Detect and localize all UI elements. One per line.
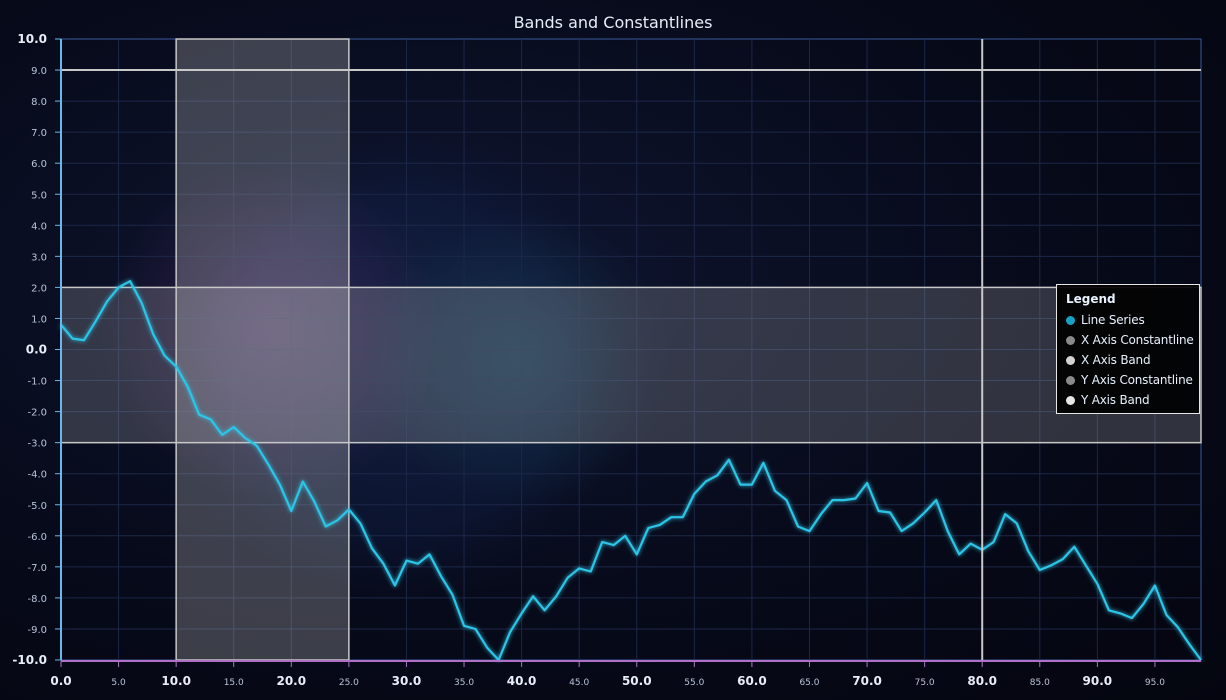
y-tick-label: -2.0	[27, 408, 47, 419]
y-tick-label: 9.0	[31, 66, 47, 77]
background-glow-pink	[100, 160, 440, 500]
x-tick-label: 25.0	[339, 678, 359, 688]
x-tick-label: 0.0	[50, 674, 71, 688]
y-tick-label: -6.0	[27, 532, 47, 543]
x-axis-ticks: 0.0 5.0 10.0 15.0 20.0 25.0 30.0 35.0 40.0 45.0 50…	[50, 661, 1165, 688]
legend-item-y-axis-constantline[interactable]: Y Axis Constantline	[1066, 370, 1193, 390]
constantlines	[61, 39, 1201, 660]
x-tick-label: 50.0	[622, 674, 652, 688]
x-tick-label: 95.0	[1145, 678, 1165, 688]
x-tick-label: 70.0	[852, 674, 882, 688]
x-tick-label: 35.0	[454, 678, 474, 688]
legend-item-line-series[interactable]: Line Series	[1066, 310, 1190, 330]
legend-item-x-axis-band[interactable]: X Axis Band	[1066, 350, 1190, 370]
legend-dot-icon	[1066, 335, 1075, 345]
legend-label: Y Axis Constantline	[1081, 373, 1193, 387]
bands	[60, 38, 1202, 661]
y-tick-label: -8.0	[27, 594, 47, 605]
x-tick-label: 75.0	[915, 678, 935, 688]
x-tick-label: 90.0	[1083, 674, 1113, 688]
y-axis-band	[60, 286, 1202, 444]
legend-label: Line Series	[1081, 313, 1145, 327]
y-tick-label: 1.0	[31, 314, 47, 325]
x-tick-label: 60.0	[737, 674, 767, 688]
legend: Legend Line Series X Axis Constantline X…	[1056, 284, 1200, 414]
x-tick-label: 40.0	[507, 674, 537, 688]
legend-label: X Axis Band	[1081, 353, 1151, 367]
x-tick-label: 80.0	[967, 674, 997, 688]
y-tick-label: 10.0	[17, 32, 47, 46]
line-series	[60, 280, 1202, 662]
x-tick-label: 5.0	[111, 678, 126, 688]
legend-title: Legend	[1066, 292, 1116, 306]
y-tick-label: 5.0	[31, 190, 47, 201]
y-tick-label: 4.0	[31, 221, 47, 232]
legend-dot-icon	[1066, 375, 1075, 385]
y-axis-ticks: 10.0 9.0 8.0 7.0 6.0 5.0 4.0 3.0 2.0 1.0 0.0 -1.0 -2…	[12, 32, 61, 667]
y-tick-label: 8.0	[31, 97, 47, 108]
y-tick-label: -4.0	[27, 470, 47, 481]
chart-title: Bands and Constantlines	[514, 13, 713, 32]
legend-item-x-axis-constantline[interactable]: X Axis Constantline	[1066, 330, 1194, 350]
x-tick-label: 10.0	[161, 674, 191, 688]
y-tick-label: -9.0	[27, 625, 47, 636]
legend-label: X Axis Constantline	[1081, 333, 1194, 347]
x-tick-label: 15.0	[224, 678, 244, 688]
y-tick-label: -3.0	[27, 439, 47, 450]
legend-dot-icon	[1066, 355, 1075, 365]
y-tick-label: -10.0	[12, 653, 47, 667]
x-tick-label: 20.0	[276, 674, 306, 688]
legend-label: Y Axis Band	[1081, 393, 1150, 407]
x-tick-label: 30.0	[392, 674, 422, 688]
y-tick-label: 0.0	[26, 343, 47, 357]
y-tick-label: 3.0	[31, 252, 47, 263]
y-tick-label: 2.0	[31, 283, 47, 294]
legend-dot-icon	[1066, 395, 1075, 405]
y-tick-label: -5.0	[27, 501, 47, 512]
y-tick-label: -7.0	[27, 563, 47, 574]
legend-item-y-axis-band[interactable]: Y Axis Band	[1066, 390, 1190, 410]
y-tick-label: -1.0	[27, 377, 47, 388]
series-layer	[60, 280, 1202, 662]
background-glow-teal	[370, 210, 670, 510]
legend-dot-icon	[1066, 315, 1075, 325]
x-tick-label: 65.0	[799, 678, 819, 688]
x-tick-label: 85.0	[1030, 678, 1050, 688]
y-tick-label: 6.0	[31, 159, 47, 170]
x-axis-band	[175, 38, 350, 661]
y-tick-label: 7.0	[31, 128, 47, 139]
x-tick-label: 45.0	[569, 678, 589, 688]
x-tick-label: 55.0	[684, 678, 704, 688]
